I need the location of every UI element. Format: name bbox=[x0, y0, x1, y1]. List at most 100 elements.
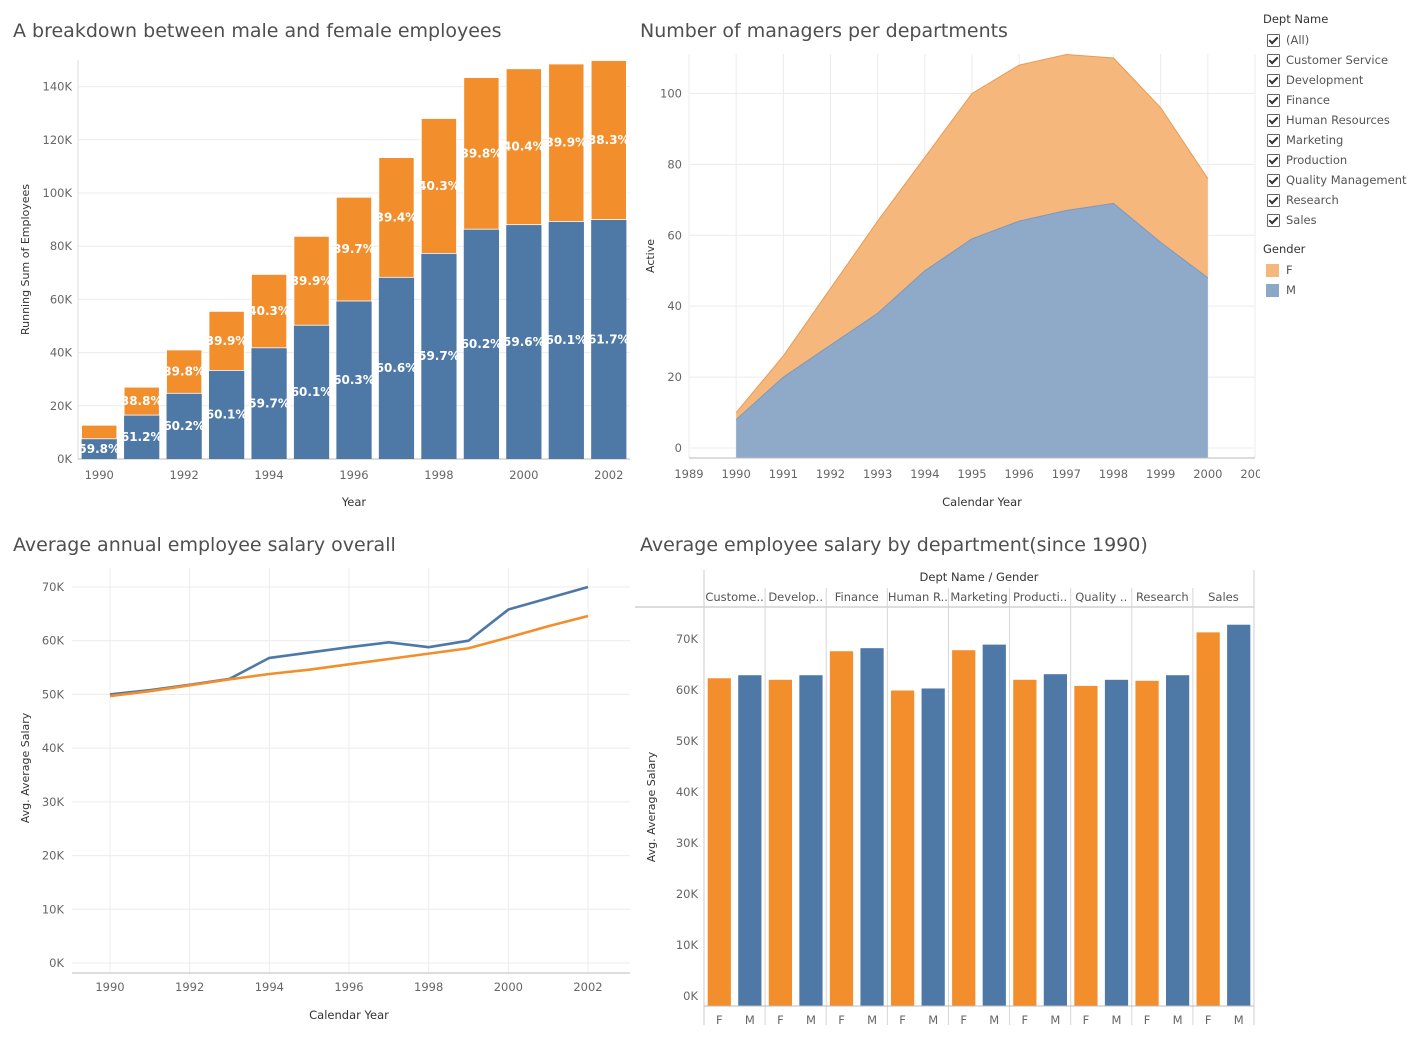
gender-legend-item[interactable]: M bbox=[1263, 280, 1413, 300]
x-tick-label: 1990 bbox=[722, 467, 751, 481]
gender-swatch bbox=[1266, 263, 1279, 277]
dept-filter-label: Marketing bbox=[1286, 133, 1344, 147]
bar-female bbox=[420, 118, 457, 254]
checkbox-checked-icon[interactable] bbox=[1267, 53, 1280, 67]
y-tick-label: 120K bbox=[43, 133, 73, 147]
checkbox-checked-icon[interactable] bbox=[1267, 173, 1280, 187]
data-label-female: 39.9% bbox=[545, 136, 587, 150]
dept-filter-list: (All) Customer Service Development Finance H… bbox=[1263, 30, 1413, 230]
dept-filter-item[interactable]: Research bbox=[1263, 190, 1413, 210]
bar-female bbox=[463, 77, 500, 230]
gender-tick-label: F bbox=[960, 1013, 967, 1027]
chart3-title: Average annual employee salary overall bbox=[13, 534, 396, 556]
x-tick-label: 2000 bbox=[1193, 467, 1222, 481]
x-tick-label: 1992 bbox=[170, 468, 199, 482]
x-tick-label: 1994 bbox=[910, 467, 939, 481]
gender-legend-item[interactable]: F bbox=[1263, 260, 1413, 280]
gender-tick-label: M bbox=[1112, 1013, 1122, 1027]
dept-filter-item[interactable]: Marketing bbox=[1263, 130, 1413, 150]
data-label-male: 61.7% bbox=[588, 332, 630, 346]
y-tick-label: 60K bbox=[50, 292, 73, 306]
gender-tick-label: M bbox=[867, 1013, 877, 1027]
y-tick-label: 60K bbox=[676, 683, 699, 697]
dept-filter-item[interactable]: Human Resources bbox=[1263, 110, 1413, 130]
bar-female bbox=[378, 157, 415, 278]
dept-filter-item[interactable]: Development bbox=[1263, 70, 1413, 90]
managers-area-chart: 0 20 40 60 80 100 1989 1990 1991 1992 1993 1994 1995… bbox=[644, 53, 1260, 509]
y-tick-label: 70K bbox=[42, 580, 65, 594]
bar-female bbox=[1135, 680, 1159, 1006]
bar-male bbox=[124, 415, 160, 459]
data-label-male: 60.1% bbox=[291, 385, 333, 399]
bar-male bbox=[208, 370, 245, 459]
dept-filter-title: Dept Name bbox=[1263, 12, 1329, 26]
dept-filter-label: Research bbox=[1286, 193, 1339, 207]
x-tick-label: 1992 bbox=[816, 467, 845, 481]
gender-tick-label: F bbox=[838, 1013, 845, 1027]
gender-tick-label: M bbox=[745, 1013, 755, 1027]
y-tick-label: 80K bbox=[50, 239, 73, 253]
bar-female bbox=[335, 196, 373, 302]
dept-header-label: Marketing bbox=[950, 590, 1007, 604]
data-label-female: 39.9% bbox=[206, 334, 248, 348]
y-tick-label: 100K bbox=[43, 186, 73, 200]
dept-filter-item[interactable]: Finance bbox=[1263, 90, 1413, 110]
data-label-male: 60.6% bbox=[376, 361, 418, 375]
y-tick-label: 80 bbox=[667, 157, 682, 171]
gender-legend-label: M bbox=[1286, 283, 1296, 297]
checkbox-checked-icon[interactable] bbox=[1267, 133, 1280, 147]
dept-filter-item[interactable]: (All) bbox=[1263, 30, 1413, 50]
dept-header-label: Finance bbox=[835, 590, 879, 604]
dept-filter-item[interactable]: Customer Service bbox=[1263, 50, 1413, 70]
y-tick-label: 40K bbox=[50, 346, 73, 360]
checkbox-checked-icon[interactable] bbox=[1267, 93, 1280, 107]
bar-male bbox=[799, 675, 823, 1006]
checkbox-checked-icon[interactable] bbox=[1267, 113, 1280, 127]
dept-header-label: Research bbox=[1136, 590, 1189, 604]
y-tick-label: 10K bbox=[676, 938, 699, 952]
bar-male bbox=[81, 438, 117, 459]
bar-female bbox=[505, 68, 542, 226]
y-tick-label: 100 bbox=[660, 86, 682, 100]
data-label-male: 60.2% bbox=[163, 419, 205, 433]
data-label-male: 61.2% bbox=[121, 430, 163, 444]
data-label-male: 60.2% bbox=[461, 337, 503, 351]
area-male bbox=[736, 203, 1208, 458]
gender-tick-label: F bbox=[716, 1013, 723, 1027]
bar-female bbox=[590, 60, 627, 220]
dept-filter-label: Production bbox=[1286, 153, 1348, 167]
bar-male bbox=[378, 277, 415, 459]
dept-filter-item[interactable]: Quality Management bbox=[1263, 170, 1413, 190]
checkbox-checked-icon[interactable] bbox=[1267, 153, 1280, 167]
bar-male bbox=[1043, 674, 1067, 1006]
bar-male bbox=[1227, 624, 1251, 1006]
checkbox-checked-icon[interactable] bbox=[1267, 33, 1280, 47]
dept-filter-item[interactable]: Production bbox=[1263, 150, 1413, 170]
data-label-female: 38.3% bbox=[588, 133, 630, 147]
x-tick-label: 2000 bbox=[509, 468, 538, 482]
data-label-male: 59.8% bbox=[78, 442, 120, 456]
gender-tick-label: M bbox=[806, 1013, 816, 1027]
gender-tick-label: F bbox=[1205, 1013, 1212, 1027]
bar-male bbox=[860, 648, 884, 1006]
y-axis-title: Active bbox=[644, 239, 657, 273]
line-female bbox=[109, 614, 589, 698]
dept-filter-item[interactable]: Sales bbox=[1263, 210, 1413, 230]
data-label-male: 60.1% bbox=[545, 333, 587, 347]
checkbox-checked-icon[interactable] bbox=[1267, 73, 1280, 87]
dept-filter-label: Human Resources bbox=[1286, 113, 1390, 127]
x-tick-label: 1992 bbox=[175, 980, 204, 994]
y-tick-label: 30K bbox=[42, 795, 65, 809]
x-tick-label: 1996 bbox=[334, 980, 363, 994]
y-tick-label: 20K bbox=[42, 849, 65, 863]
gender-tick-label: M bbox=[1050, 1013, 1060, 1027]
bar-female bbox=[548, 63, 585, 222]
bar-female bbox=[952, 650, 976, 1006]
y-tick-label: 60K bbox=[42, 634, 65, 648]
y-tick-label: 0K bbox=[57, 452, 72, 466]
gender-breakdown-chart: 0K 20K 40K 60K 80K 100K 120K 140K 59.8%61.2% 38.8… bbox=[19, 60, 630, 509]
checkbox-checked-icon[interactable] bbox=[1267, 193, 1280, 207]
checkbox-checked-icon[interactable] bbox=[1267, 213, 1280, 227]
y-axis-title: Running Sum of Employees bbox=[19, 184, 32, 335]
